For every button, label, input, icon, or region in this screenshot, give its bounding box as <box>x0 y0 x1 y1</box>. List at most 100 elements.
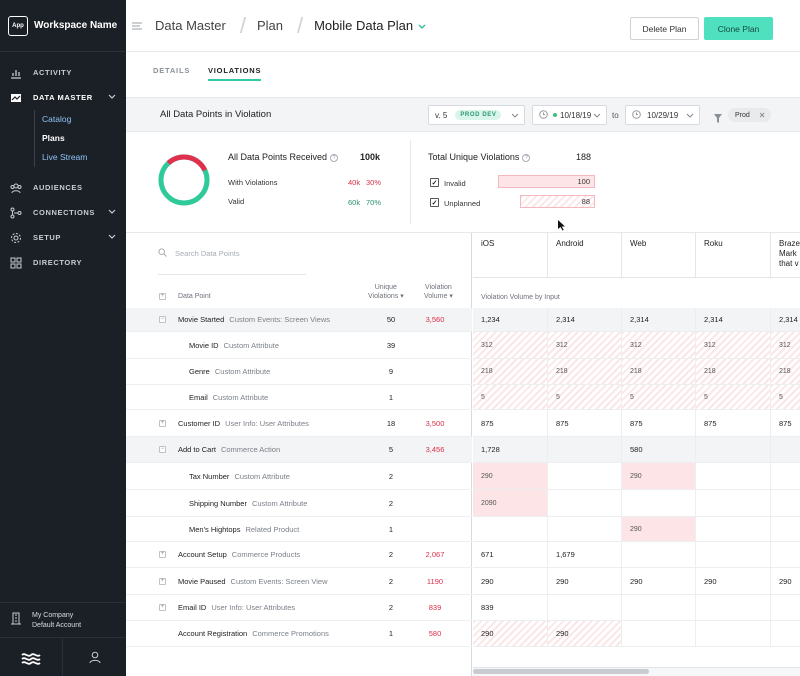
violation-volume-value: 580 <box>428 629 442 638</box>
chevron-down-icon[interactable] <box>418 17 426 35</box>
nav-setup[interactable]: SETUP <box>0 225 126 250</box>
input-volume-cell: 1,234 <box>473 308 548 331</box>
violation-volume-value: 1190 <box>426 577 444 586</box>
filter-chip[interactable]: Prod ✕ <box>728 108 771 122</box>
input-col-braze-line3: that v <box>779 259 799 268</box>
with-violations-label: With Violations <box>228 178 278 187</box>
brand-logo-icon[interactable] <box>0 638 63 676</box>
nav-directory[interactable]: DIRECTORY <box>0 250 126 275</box>
company-account: Default Account <box>32 621 82 629</box>
sort-icon: ▾ <box>400 293 404 300</box>
data-point-label: Customer ID <box>178 419 221 428</box>
scrollbar-thumb[interactable] <box>473 669 649 674</box>
nav-data-master[interactable]: DATA MASTER <box>0 85 126 110</box>
input-volume-cell: 290 <box>473 621 548 646</box>
unique-violations-value: 2 <box>388 603 394 612</box>
input-volume-cell: 218 <box>548 359 622 384</box>
table-row[interactable]: Account Registration Commerce Promotions 1… <box>126 621 472 647</box>
user-icon[interactable] <box>63 638 126 676</box>
input-volume-row: 312 312 312 312 312 <box>473 332 800 359</box>
help-icon[interactable]: ? <box>522 153 531 162</box>
clone-plan-button[interactable]: Clone Plan <box>704 17 773 40</box>
hamburger-icon[interactable] <box>132 17 144 35</box>
col-violation-volume[interactable]: Violation Volume ▾ <box>424 283 453 301</box>
table-row[interactable]: Tax Number Custom Attribute 2 <box>126 463 472 490</box>
nav-activity[interactable]: ACTIVITY <box>0 60 126 85</box>
data-point-type: User Info: User Attributes <box>225 419 309 428</box>
search-input[interactable]: Search Data Points <box>158 233 306 275</box>
input-volume-cell: 290 <box>622 463 696 489</box>
table-row[interactable]: + Movie Paused Custom Events: Screen View 2… <box>126 568 472 595</box>
nav-connections[interactable]: CONNECTIONS <box>0 200 126 225</box>
table-row[interactable]: − Movie Started Custom Events: Screen View… <box>126 308 472 332</box>
data-point-label: Account Registration <box>178 629 248 638</box>
table-row[interactable]: + Email ID User Info: User Attributes 2 839 <box>126 595 472 621</box>
data-point-type: Custom Attribute <box>234 472 290 481</box>
data-point-name: Customer ID User Info: User Attributes <box>178 419 309 428</box>
table-row[interactable]: Shipping Number Custom Attribute 2 <box>126 490 472 517</box>
date-to-select[interactable]: 10/29/19 <box>625 105 700 125</box>
date-from-select[interactable]: 10/18/19 <box>532 105 607 125</box>
nav-audiences[interactable]: AUDIENCES <box>0 175 126 200</box>
version-select[interactable]: v. 5 PROD DEV <box>428 105 525 125</box>
input-volume-cell: 312 <box>622 332 696 358</box>
breadcrumb-data-master[interactable]: Data Master <box>155 18 226 33</box>
collapse-icon[interactable]: − <box>159 446 166 453</box>
collapse-icon[interactable]: − <box>159 316 166 323</box>
table-row[interactable]: Men's Hightops Related Product 1 <box>126 517 472 542</box>
data-point-name: Account Setup Commerce Products <box>178 550 300 559</box>
expand-icon[interactable]: + <box>159 578 166 585</box>
table-row[interactable]: Movie ID Custom Attribute 39 <box>126 332 472 359</box>
page-title[interactable]: Mobile Data Plan <box>314 18 414 33</box>
input-volume-cell <box>622 621 696 646</box>
close-icon[interactable]: ✕ <box>758 110 766 120</box>
unique-violations-value: 1 <box>388 629 394 638</box>
sidebar-item-catalog[interactable]: Catalog <box>42 114 72 124</box>
breadcrumb-plan[interactable]: Plan <box>256 18 283 33</box>
table-row[interactable]: Genre Custom Attribute 9 <box>126 359 472 385</box>
expand-icon[interactable]: + <box>159 604 166 611</box>
horizontal-scrollbar[interactable] <box>473 667 800 676</box>
data-point-name: Movie ID Custom Attribute <box>189 341 279 350</box>
table-row[interactable]: Email Custom Attribute 1 <box>126 385 472 410</box>
input-volume-cell <box>696 542 771 567</box>
unplanned-checkbox[interactable]: ✓ <box>430 198 439 207</box>
company-switcher[interactable]: My Company Default Account <box>0 602 126 638</box>
table-row[interactable]: + Customer ID User Info: User Attributes 18… <box>126 410 472 437</box>
tab-violations[interactable]: VIOLATIONS <box>208 66 262 81</box>
building-icon <box>10 611 22 630</box>
expand-icon[interactable]: + <box>159 551 166 558</box>
data-master-icon <box>10 92 22 104</box>
invalid-checkbox[interactable]: ✓ <box>430 178 439 187</box>
with-violations-pct: 30% <box>366 178 382 187</box>
table-row[interactable]: − Add to Cart Commerce Action 5 3,456 <box>126 437 472 463</box>
date-from-value: 10/18/19 <box>560 110 592 120</box>
col-unique-violations[interactable]: Unique Violations ▾ <box>368 283 404 301</box>
unplanned-label: Unplanned <box>444 199 481 208</box>
input-volume-cell: 290 <box>548 568 622 594</box>
unique-violations-value: 9 <box>388 367 394 376</box>
delete-plan-button[interactable]: Delete Plan <box>630 17 699 40</box>
input-volume-cell: 290 <box>696 568 771 594</box>
data-point-type: Custom Events: Screen View <box>230 577 328 586</box>
expand-icon[interactable]: + <box>159 420 166 427</box>
nav-setup-label: SETUP <box>33 233 62 242</box>
sidebar-item-live-stream[interactable]: Live Stream <box>42 152 88 162</box>
input-volume-row: 290 290 <box>473 621 800 647</box>
input-col-ios: iOS <box>473 233 548 277</box>
help-icon[interactable]: ? <box>330 153 339 162</box>
input-volume-cell <box>771 463 800 489</box>
expand-all-icon[interactable]: + <box>159 293 166 300</box>
data-point-type: Custom Attribute <box>212 393 269 402</box>
sidebar-item-plans[interactable]: Plans <box>42 133 65 143</box>
table-row[interactable]: + Account Setup Commerce Products 2 2,067 <box>126 542 472 568</box>
search-placeholder: Search Data Points <box>175 249 240 258</box>
input-volume-cell <box>548 517 622 541</box>
data-point-name: Email ID User Info: User Attributes <box>178 603 295 612</box>
input-volume-cell: 290 <box>771 568 800 594</box>
unique-label: Total Unique Violations <box>428 152 520 162</box>
workspace-switcher[interactable]: App Workspace Name <box>0 0 126 52</box>
input-volume-cell <box>771 490 800 516</box>
filter-icon[interactable] <box>714 110 722 128</box>
tab-details[interactable]: DETAILS <box>153 66 191 75</box>
